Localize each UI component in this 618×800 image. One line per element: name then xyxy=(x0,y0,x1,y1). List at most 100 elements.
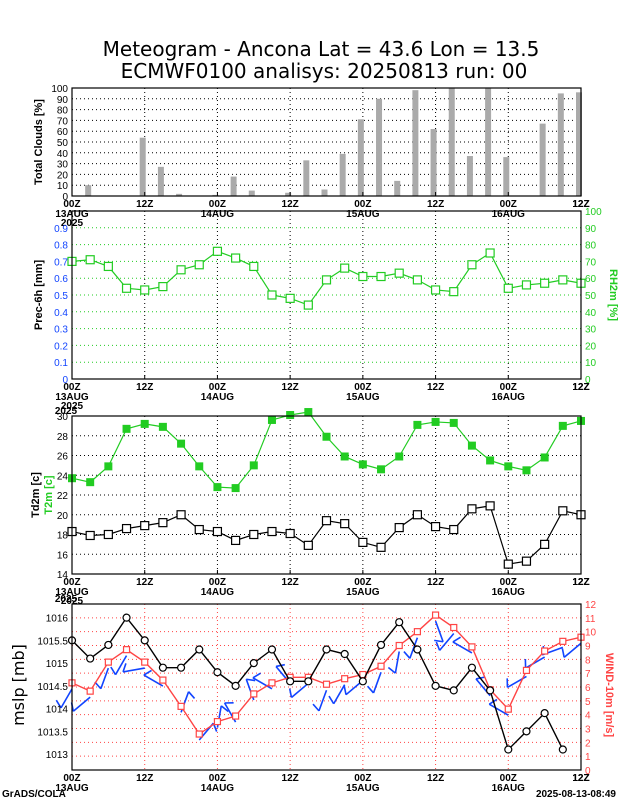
t2m-point xyxy=(431,417,440,426)
t2m-point xyxy=(486,456,495,465)
t2m-y-label: T2m [c] xyxy=(43,475,55,514)
clouds-y-tick: 10 xyxy=(57,181,69,192)
td2m-point xyxy=(85,530,95,541)
footer-left: GrADS/COLA xyxy=(2,789,66,800)
mslp-point xyxy=(104,640,113,650)
wind-barb-flag xyxy=(387,666,396,674)
cloud-bar xyxy=(339,153,346,196)
x-tick-label: 00Z xyxy=(63,773,80,784)
cloud-bar xyxy=(557,93,564,196)
mslp-point xyxy=(140,636,149,645)
cloud-bar xyxy=(448,88,455,196)
x-tick-label: 12Z xyxy=(572,382,589,393)
x-tick-label: 00Z xyxy=(209,773,226,784)
cloud-bar xyxy=(394,180,401,196)
wind-barb-staff xyxy=(434,620,444,643)
rh2m-point xyxy=(231,253,241,263)
cloud-bar xyxy=(539,123,546,196)
cloud-bar xyxy=(357,119,364,196)
mslp-point xyxy=(449,686,458,695)
wind-barb-staff xyxy=(60,688,73,709)
t2m-point xyxy=(286,411,295,420)
x-tick-label: 00Z xyxy=(354,577,371,588)
td2m-point xyxy=(103,529,113,540)
td2m-point xyxy=(140,521,150,531)
rh-y-tick: 90 xyxy=(585,224,597,235)
rh2m-point xyxy=(449,287,459,297)
x-tick-label: 12Z xyxy=(136,577,153,588)
td2m-point xyxy=(376,542,386,552)
wind-barb-staff xyxy=(72,696,91,712)
cloud-bar xyxy=(248,190,255,196)
t2m-point xyxy=(86,478,95,487)
x-day-label: 15AUG xyxy=(346,209,380,220)
td2m-point xyxy=(467,504,477,514)
clouds-y-tick: 30 xyxy=(57,160,69,171)
mslp-y-tick: 1013.5 xyxy=(37,727,68,738)
mslp-y-tick: 1014 xyxy=(46,705,69,716)
rh2m-point xyxy=(103,261,113,272)
rh-y-label: RH2m [%] xyxy=(607,269,618,321)
wind-barb-staff xyxy=(438,633,455,651)
x-day-label: 14AUG xyxy=(201,783,235,794)
rh2m-point xyxy=(521,280,532,290)
wind-point xyxy=(322,680,331,688)
mslp-point xyxy=(195,645,204,654)
td2m-point xyxy=(485,501,495,511)
x-tick-label: 00Z xyxy=(63,382,80,393)
prec-y-tick: 0 xyxy=(62,375,68,386)
mslp-point xyxy=(176,663,186,672)
t2m-point xyxy=(522,466,531,475)
rh2m-point xyxy=(358,271,368,282)
x-tick-label: 00Z xyxy=(63,199,80,210)
title-line2: ECMWF0100 analisys: 20250813 run: 00 xyxy=(121,59,528,83)
x-day-label: 14AUG xyxy=(201,209,235,220)
x-tick-label: 00Z xyxy=(354,773,371,784)
clouds-y-label: Total Clouds [%] xyxy=(33,99,45,185)
td2m-point xyxy=(412,510,422,520)
rh2m-point xyxy=(558,275,568,285)
clouds-y-tick: 0 xyxy=(62,192,68,203)
wind-point xyxy=(559,637,567,645)
mslp-point xyxy=(486,686,495,695)
wind-point xyxy=(122,646,131,654)
t2m-point xyxy=(140,419,149,428)
cloud-bar xyxy=(485,88,492,196)
mslp-point xyxy=(286,677,295,686)
mslp-y-tick: 1016 xyxy=(46,614,69,625)
wind-barb-staff xyxy=(252,677,273,690)
mslp-point xyxy=(522,727,531,736)
t2m-point xyxy=(377,465,386,474)
temp-y-tick: 16 xyxy=(57,550,69,561)
cloud-bar xyxy=(430,129,437,196)
wind-barb-staff xyxy=(100,667,110,690)
temp-y-tick: 28 xyxy=(57,432,69,443)
t2m-point xyxy=(340,452,349,461)
mslp-line xyxy=(71,616,564,751)
wind-barb-staff xyxy=(122,667,145,673)
prec-y-tick: 0.3 xyxy=(54,325,68,336)
td2m-point xyxy=(212,526,223,537)
wind-point xyxy=(268,679,276,687)
rh2m-point xyxy=(212,246,223,256)
wind-barb-flag xyxy=(55,699,62,709)
wind-y-tick: 9 xyxy=(585,642,591,653)
rh-y-tick: 40 xyxy=(585,308,597,319)
mslp-y-tick: 1015 xyxy=(46,659,69,670)
x-tick-label: 00Z xyxy=(209,382,226,393)
rh-y-tick: 0 xyxy=(585,375,591,386)
x-tick-label: 12Z xyxy=(282,577,299,588)
wind-barb-flag xyxy=(187,691,196,699)
mslp-point xyxy=(358,677,367,686)
rh-frame xyxy=(71,210,582,380)
td2m-point xyxy=(121,523,132,534)
rh-y-tick: 20 xyxy=(585,341,597,352)
mslp-point xyxy=(395,618,404,627)
t2m-point xyxy=(504,462,513,471)
wind-barb-staff xyxy=(290,682,309,699)
x-tick-label: 00Z xyxy=(500,382,517,393)
rh2m-point xyxy=(303,300,313,310)
wind-point xyxy=(104,658,112,666)
mslp-point xyxy=(340,649,349,659)
